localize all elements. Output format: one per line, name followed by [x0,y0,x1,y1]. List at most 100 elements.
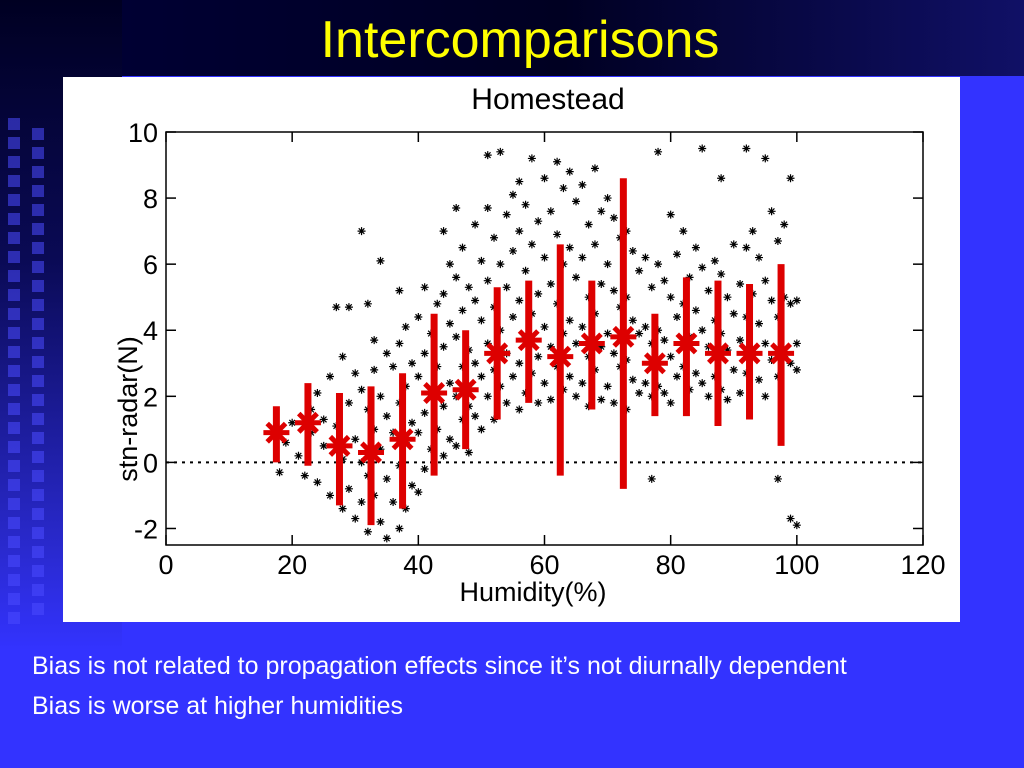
observation-point [319,441,328,450]
observation-point [414,372,423,381]
observation-point [332,303,341,312]
bin-mean-marker [421,380,448,407]
observation-point [704,392,713,401]
observation-point [357,385,366,394]
observation-point [578,253,587,262]
observation-point [628,316,637,325]
observation-point [786,514,795,523]
observation-point [786,299,795,308]
observation-point [313,478,322,487]
x-tick-label: 40 [403,550,433,580]
observation-point [344,484,353,493]
bin-mean-marker [389,426,416,453]
observation-point [395,524,404,533]
observation-point [527,154,536,163]
observation-point [439,451,448,460]
x-axis-label: Humidity(%) [459,577,607,607]
observation-point [344,303,353,312]
bin-mean-marker [515,327,542,354]
observation-point [370,365,379,374]
observation-point [698,379,707,388]
observation-point [691,306,700,315]
observation-point [590,164,599,173]
observation-point [723,293,732,302]
observation-point [376,517,385,526]
bin-mean-marker [768,340,795,367]
observation-point [792,521,801,530]
observation-point [445,260,454,269]
observation-point [603,329,612,338]
observation-point [609,349,618,358]
x-tick-label: 60 [529,550,559,580]
slide-notes: Bias is not related to propagation effec… [32,646,1012,726]
observation-point [439,227,448,236]
observation-point [534,217,543,226]
observation-point [540,253,549,262]
observation-point [439,289,448,298]
observation-point [609,286,618,295]
observation-point [496,147,505,156]
observation-point [704,286,713,295]
observation-point [553,230,562,239]
bin-mean-marker [263,419,290,446]
observation-point [597,342,606,351]
observation-point [389,498,398,507]
observation-point [502,283,511,292]
observation-point [527,240,536,249]
observation-point [767,296,776,305]
note-line: Bias is not related to propagation effec… [32,652,847,680]
observation-point [351,369,360,378]
observation-point [691,243,700,252]
observation-point [313,389,322,398]
observation-point [628,246,637,255]
observation-point [477,425,486,434]
observation-point [452,332,461,341]
observation-point [717,174,726,183]
observation-point [754,253,763,262]
x-tick-label: 120 [900,550,945,580]
bin-mean-marker [484,340,511,367]
y-tick-label: 8 [143,184,158,214]
bin-mean-marker [704,340,731,367]
observation-point [471,359,480,368]
observation-point [590,240,599,249]
plot-frame [165,131,924,546]
observation-point [710,256,719,265]
observation-point [521,200,530,209]
observation-point [641,379,650,388]
observation-point [672,372,681,381]
observation-point [565,167,574,176]
observation-point [603,194,612,203]
y-tick-label: 10 [128,118,158,148]
bin-mean-marker [610,323,637,350]
observation-point [654,260,663,269]
observation-point [572,339,581,348]
observation-point [351,435,360,444]
observation-point [420,465,429,474]
observation-point [515,359,524,368]
observation-point [445,319,454,328]
observation-point [515,177,524,186]
observation-point [578,180,587,189]
observation-point [729,365,738,374]
observation-point [401,322,410,331]
observation-point [464,448,473,457]
observation-point [357,458,366,467]
observation-point [647,283,656,292]
observation-point [754,375,763,384]
observation-point [635,389,644,398]
observation-point [534,289,543,298]
decor-squares-left [8,118,20,631]
observation-point [477,316,486,325]
header-band [0,0,1024,76]
observation-point [502,398,511,407]
observation-point [540,322,549,331]
observation-point [736,336,745,345]
observation-point [326,372,335,381]
observation-point [559,184,568,193]
observation-point [641,253,650,262]
observation-point [471,296,480,305]
observation-point [628,375,637,384]
bin-mean-marker [326,432,353,459]
